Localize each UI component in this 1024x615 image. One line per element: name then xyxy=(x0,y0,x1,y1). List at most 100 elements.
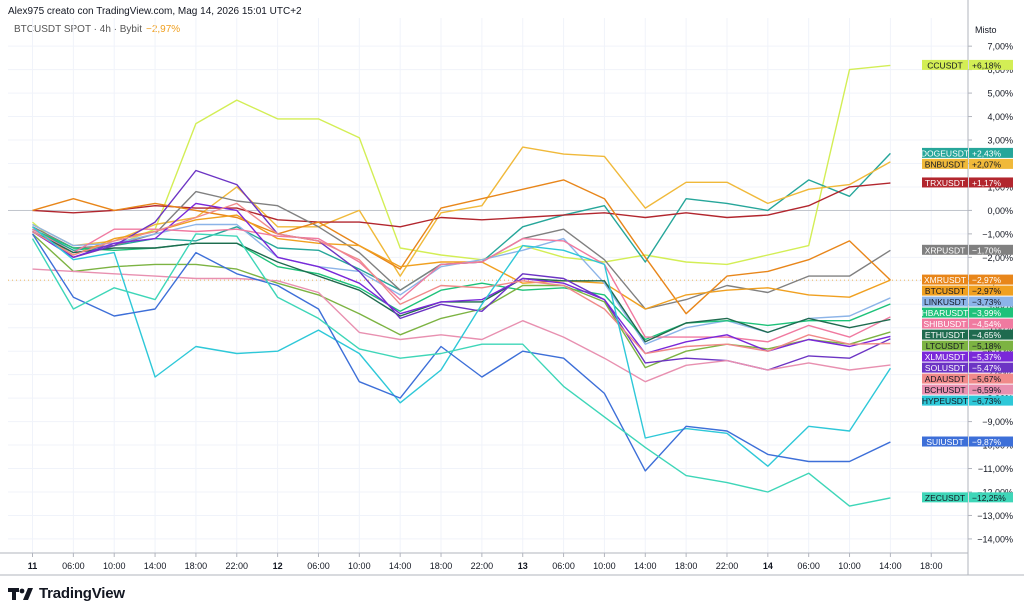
y-tick-label: −14,00% xyxy=(977,534,1013,544)
symbol-tag-bg xyxy=(922,384,968,395)
series-lines xyxy=(31,64,891,507)
value-tag-text: +6,18% xyxy=(972,60,1002,70)
x-tick-label: 18:00 xyxy=(675,561,698,571)
value-tag-bg xyxy=(969,244,1013,255)
price-label-linkusdt[interactable]: LINKUSDT −3,73% xyxy=(922,296,1013,308)
series-line-ltcusdt xyxy=(32,233,891,369)
price-label-suiusdt[interactable]: SUIUSDT −9,87% xyxy=(922,436,1013,448)
tradingview-logo-icon xyxy=(8,587,33,600)
price-label-ltcusdt[interactable]: LTCUSDT −5,18% xyxy=(922,340,1013,352)
series-line-suiusdt xyxy=(31,233,891,472)
value-tag-text: −6,59% xyxy=(972,385,1002,395)
price-label-bnbusdt[interactable]: BNBUSDT +2,07% xyxy=(922,158,1013,170)
x-tick-label: 14:00 xyxy=(634,561,657,571)
symbol-tag-text: DOGEUSDT xyxy=(921,148,969,158)
y-tick-label: 4,00% xyxy=(987,112,1013,122)
symbol-tag-text: SUIUSDT xyxy=(926,437,963,447)
y-tick-label: 7,00% xyxy=(987,42,1013,52)
value-tag-bg xyxy=(969,158,1013,169)
price-label-xrpusdt[interactable]: XRPUSDT −1,70% xyxy=(922,244,1013,256)
symbol-tag-bg xyxy=(922,329,968,340)
value-tag-bg xyxy=(969,395,1013,406)
price-label-xlmusdt[interactable]: XLMUSDT −5,37% xyxy=(922,351,1013,363)
x-tick-label: 22:00 xyxy=(716,561,739,571)
value-tag-text: −2,97% xyxy=(972,286,1002,296)
symbol-tag-text: CCUSDT xyxy=(927,60,962,70)
price-label-xmrusdt[interactable]: XMRUSDT −2,97% xyxy=(922,274,1013,286)
price-label-trxusdt[interactable]: TRXUSDT +1,17% xyxy=(922,177,1013,188)
symbol-tag-bg xyxy=(922,362,968,373)
value-tag-text: +2,07% xyxy=(972,159,1002,169)
value-tag-bg xyxy=(969,340,1013,351)
scale-mode-label[interactable]: Misto xyxy=(975,25,997,35)
price-label-bchusdt[interactable]: BCHUSDT −6,59% xyxy=(922,384,1013,396)
y-tick-label: −11,00% xyxy=(978,464,1013,474)
y-tick-label: −13,00% xyxy=(977,511,1013,521)
symbol-tag-text: XRPUSDT xyxy=(925,245,966,255)
x-tick-label: 14 xyxy=(763,561,773,571)
symbol-tag-text: HBARUSDT xyxy=(922,308,969,318)
x-tick-label: 10:00 xyxy=(348,561,371,571)
price-label-solusdt[interactable]: SOLUSDT −5,47% xyxy=(922,362,1013,374)
symbol-tag-bg xyxy=(922,436,968,447)
symbol-tag-text: SHIBUSDT xyxy=(924,319,967,329)
x-tick-label: 14:00 xyxy=(879,561,902,571)
price-label-hbarusdt[interactable]: HBARUSDT −3,99% xyxy=(922,307,1013,319)
value-tag-text: −5,37% xyxy=(972,352,1002,362)
series-line-zecusdt xyxy=(31,233,891,507)
series-line-shibusdt xyxy=(32,228,891,343)
symbol-tag-text: SOLUSDT xyxy=(925,363,965,373)
value-tag-text: +2,43% xyxy=(972,148,1002,158)
value-tag-text: −4,54% xyxy=(972,319,1002,329)
tradingview-logo-text: TradingView xyxy=(39,585,125,602)
value-tag-text: −1,70% xyxy=(972,245,1002,255)
value-tag-text: −12,25% xyxy=(972,493,1006,503)
y-tick-label: 3,00% xyxy=(987,136,1013,146)
symbol-tag-text: LTCUSDT xyxy=(926,341,965,351)
y-tick-label: −9,00% xyxy=(982,417,1013,427)
symbol-legend[interactable]: BTCUSDT SPOT · 4h · Bybit −2,97% xyxy=(14,24,180,35)
symbol-tag-text: ADAUSDT xyxy=(925,374,966,384)
symbol-tag-text: BCHUSDT xyxy=(924,385,965,395)
symbol-tag-bg xyxy=(922,307,968,318)
reference-lines xyxy=(8,210,968,281)
symbol-tag-bg xyxy=(922,340,968,351)
symbol-change: −2,97% xyxy=(146,24,181,35)
series-line-dogeusdt xyxy=(32,152,891,291)
symbol-tag-text: XMRUSDT xyxy=(924,275,966,285)
x-tick-label: 06:00 xyxy=(797,561,820,571)
x-tick-label: 18:00 xyxy=(430,561,453,571)
x-tick-label: 10:00 xyxy=(103,561,126,571)
price-label-ethusdt[interactable]: ETHUSDT −4,65% xyxy=(922,329,1013,341)
series-line-ethusdt xyxy=(32,230,891,343)
price-label-dogeusdt[interactable]: DOGEUSDT +2,43% xyxy=(921,147,1013,159)
value-tag-bg xyxy=(969,329,1013,340)
x-tick-label: 12 xyxy=(273,561,283,571)
x-tick-label: 14:00 xyxy=(389,561,412,571)
value-tag-text: −5,67% xyxy=(972,374,1002,384)
price-label-ccusdt[interactable]: CCUSDT +6,18% xyxy=(922,59,1013,71)
price-label-btcusdt[interactable]: BTCUSDT −2,97% xyxy=(922,285,1013,297)
x-tick-label: 06:00 xyxy=(62,561,85,571)
tradingview-logo[interactable]: TradingView xyxy=(8,585,125,602)
value-tag-text: +1,17% xyxy=(972,178,1002,188)
x-tick-label: 11 xyxy=(28,561,38,571)
value-tag-text: −2,97% xyxy=(972,275,1002,285)
price-label-shibusdt[interactable]: SHIBUSDT −4,54% xyxy=(922,318,1013,330)
y-tick-label: −1,00% xyxy=(982,229,1013,239)
series-line-hypeusdt xyxy=(32,226,891,467)
value-tag-bg xyxy=(969,307,1013,318)
value-tag-text: −9,87% xyxy=(972,437,1002,447)
price-label-zecusdt[interactable]: ZECUSDT −12,25% xyxy=(922,492,1013,503)
grid xyxy=(8,18,968,553)
series-price-labels[interactable]: CCUSDT +6,18% DOGEUSDT +2,43%BNBUSDT +2,07% T… xyxy=(921,59,1013,503)
symbol-tag-bg xyxy=(922,158,968,169)
price-label-hypeusdt[interactable]: HYPEUSDT −6,73% xyxy=(922,395,1013,407)
x-tick-label: 13 xyxy=(518,561,528,571)
symbol-tag-bg xyxy=(922,147,968,158)
price-label-adausdt[interactable]: ADAUSDT −5,67% xyxy=(922,373,1013,385)
value-tag-bg xyxy=(969,362,1013,373)
value-tag-bg xyxy=(969,351,1013,362)
